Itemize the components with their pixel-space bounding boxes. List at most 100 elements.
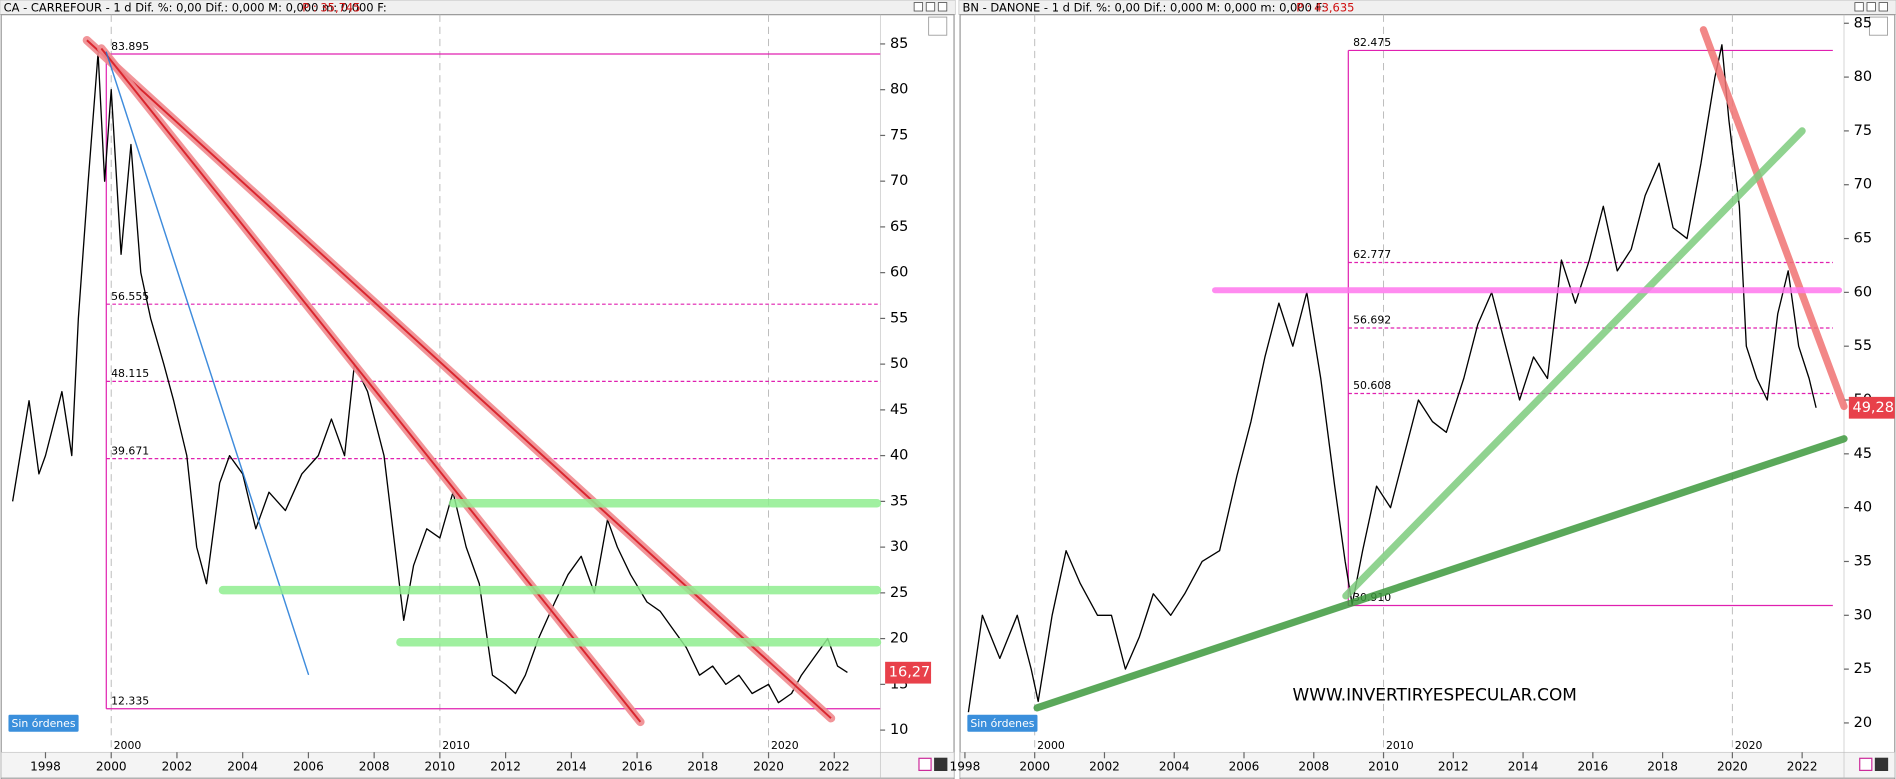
x-tick-label: 2020 xyxy=(753,759,784,773)
watermark: WWW.INVERTIRYESPECULAR.COM xyxy=(1293,684,1577,704)
chart-header: CA - CARREFOUR - 1 d Dif. %: 0,00 Dif.: … xyxy=(4,1,387,15)
y-tick-label: 10 xyxy=(890,722,908,738)
window-button xyxy=(1878,2,1888,12)
x-tick-label: 2008 xyxy=(359,759,390,773)
decade-label: 2000 xyxy=(114,739,142,752)
orders-button-label: Sin órdenes xyxy=(970,717,1034,730)
y-tick-label: 20 xyxy=(1854,715,1872,731)
level-label: 56.555 xyxy=(111,290,149,303)
y-tick-label: 60 xyxy=(1854,284,1872,300)
orders-button-label: Sin órdenes xyxy=(11,717,75,730)
y-tick-label: 30 xyxy=(1854,607,1872,623)
x-tick-label: 2018 xyxy=(1647,759,1678,773)
toolbar-icon xyxy=(928,16,948,36)
toolbar-icon xyxy=(1868,16,1888,36)
decade-label: 2020 xyxy=(1735,739,1763,752)
y-tick-label: 25 xyxy=(890,585,908,601)
y-tick-label: 45 xyxy=(1854,446,1872,462)
x-tick-label: 2014 xyxy=(1508,759,1539,773)
window-button xyxy=(1866,2,1876,12)
y-tick-label: 25 xyxy=(1854,661,1872,677)
toolbar-icon xyxy=(918,757,932,771)
last-price-box xyxy=(885,661,932,684)
y-tick-label: 70 xyxy=(890,173,908,189)
y-tick-label: 85 xyxy=(890,36,908,52)
x-axis-strip xyxy=(0,751,955,778)
decade-label: 2010 xyxy=(1386,739,1414,752)
x-tick-label: 2004 xyxy=(1159,759,1190,773)
x-tick-label: 2018 xyxy=(687,759,718,773)
level-label: 83.895 xyxy=(111,40,149,53)
price-header: P : 43,635 xyxy=(1296,1,1354,15)
orders-button[interactable] xyxy=(967,714,1038,732)
x-tick-label: 2016 xyxy=(1577,759,1608,773)
y-tick-label: 40 xyxy=(890,448,908,464)
trend-line xyxy=(1342,127,1806,600)
toolbar-icon xyxy=(1859,757,1873,771)
orders-button[interactable] xyxy=(8,714,79,732)
x-tick-label: 2002 xyxy=(1089,759,1120,773)
x-axis-strip xyxy=(959,751,1896,778)
price-header: P : 35,745 xyxy=(302,1,360,15)
x-tick-label: 2012 xyxy=(1438,759,1469,773)
x-tick-label: 2010 xyxy=(1368,759,1399,773)
trend-line xyxy=(1699,26,1848,411)
toolbar-icon xyxy=(934,757,948,771)
last-price-label: 16,275 xyxy=(889,665,940,681)
x-tick-label: 2000 xyxy=(1019,759,1050,773)
y-tick-label: 75 xyxy=(890,127,908,143)
level-label: 48.115 xyxy=(111,367,149,380)
trend-line-core xyxy=(86,39,832,719)
y-tick-label: 30 xyxy=(890,539,908,555)
y-tick-label: 45 xyxy=(890,402,908,418)
x-tick-label: 1998 xyxy=(950,759,981,773)
window-button xyxy=(913,2,924,12)
last-price-label: 49,28 xyxy=(1852,400,1894,416)
x-tick-label: 2012 xyxy=(490,759,521,773)
x-tick-label: 2002 xyxy=(162,759,193,773)
y-tick-label: 70 xyxy=(1854,177,1872,193)
y-tick-label: 55 xyxy=(1854,338,1872,354)
x-tick-label: 1998 xyxy=(30,759,61,773)
x-tick-label: 2008 xyxy=(1298,759,1329,773)
x-tick-label: 2014 xyxy=(556,759,587,773)
y-tick-label: 35 xyxy=(890,493,908,509)
x-tick-label: 2016 xyxy=(622,759,653,773)
trend-line-core xyxy=(100,47,642,723)
y-tick-label: 35 xyxy=(1854,553,1872,569)
y-tick-label: 80 xyxy=(1854,69,1872,85)
x-tick-label: 2022 xyxy=(819,759,850,773)
y-tick-label: 65 xyxy=(890,219,908,235)
y-tick-label: 65 xyxy=(1854,231,1872,247)
x-tick-label: 2006 xyxy=(1229,759,1260,773)
level-label: 82.475 xyxy=(1353,36,1391,49)
toolbar-icon xyxy=(1874,757,1889,771)
trend-line xyxy=(1033,435,1848,712)
trend-line xyxy=(105,51,310,676)
decade-label: 2020 xyxy=(771,739,799,752)
x-tick-label: 2010 xyxy=(425,759,456,773)
y-tick-label: 55 xyxy=(890,310,908,326)
x-tick-label: 2006 xyxy=(293,759,324,773)
y-tick-label: 40 xyxy=(1854,500,1872,516)
y-tick-label: 80 xyxy=(890,82,908,98)
decade-label: 2000 xyxy=(1037,739,1065,752)
window-button xyxy=(937,2,948,12)
y-tick-label: 50 xyxy=(890,356,908,372)
chart-header: BN - DANONE - 1 d Dif. %: 0,00 Dif.: 0,0… xyxy=(963,1,1326,15)
decade-label: 2010 xyxy=(442,739,470,752)
chart-panel: BN - DANONE - 1 d Dif. %: 0,00 Dif.: 0,0… xyxy=(950,0,1896,779)
level-label: 50.608 xyxy=(1353,379,1391,392)
level-label: 12.335 xyxy=(111,694,149,707)
y-tick-label: 85 xyxy=(1854,15,1872,31)
window-button xyxy=(925,2,936,12)
chart-panel: CA - CARREFOUR - 1 d Dif. %: 0,00 Dif.: … xyxy=(0,0,956,779)
x-tick-label: 2020 xyxy=(1717,759,1748,773)
level-label: 56.692 xyxy=(1353,314,1391,327)
window-button xyxy=(1854,2,1864,12)
y-tick-label: 75 xyxy=(1854,123,1872,139)
level-label: 62.777 xyxy=(1353,248,1391,261)
x-tick-label: 2000 xyxy=(96,759,127,773)
